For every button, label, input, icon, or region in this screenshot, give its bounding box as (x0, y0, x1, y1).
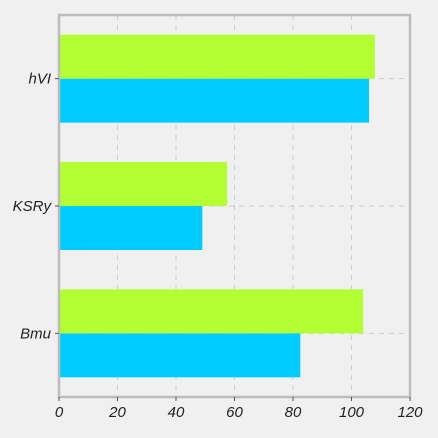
bar-hvi-series-2 (59, 34, 375, 79)
x-tick-label: 120 (397, 404, 423, 421)
x-tick-label: 80 (285, 404, 302, 421)
x-axis-ticks: 0 20 40 60 80 100 120 (55, 397, 423, 421)
x-tick-label: 40 (168, 404, 185, 421)
bar-bmu-series-2 (59, 289, 364, 334)
y-tick-label: KSRy (13, 198, 53, 215)
y-tick-label: hVI (28, 71, 51, 88)
y-axis-ticks: Bmu KSRy hVI (13, 71, 59, 342)
x-tick-label: 60 (226, 404, 243, 421)
x-tick-label: 20 (108, 404, 126, 421)
bar-hvi-series-1 (59, 78, 370, 123)
x-tick-label: 0 (55, 404, 64, 421)
y-tick-label: Bmu (20, 325, 52, 342)
bars (59, 34, 375, 378)
bar-ksry-series-1 (59, 206, 203, 250)
bar-bmu-series-1 (59, 333, 301, 378)
bar-ksry-series-2 (59, 162, 228, 206)
x-tick-label: 100 (339, 404, 365, 421)
